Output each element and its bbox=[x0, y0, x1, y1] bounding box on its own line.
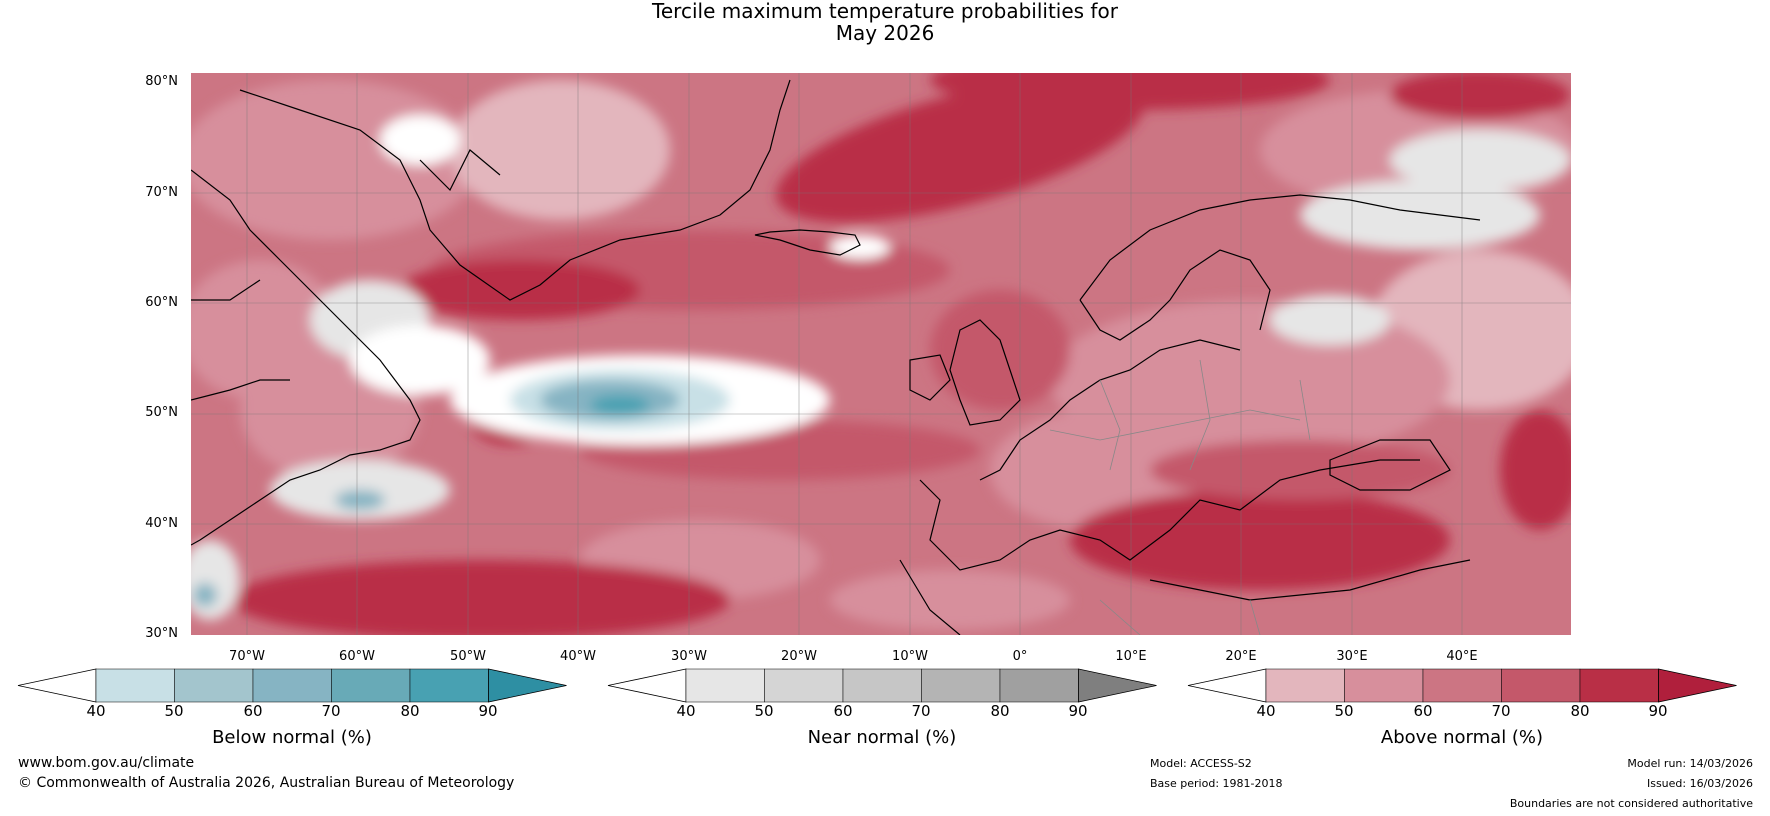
colorbar-above-segment bbox=[1265, 668, 1345, 703]
lat-label: 30°N bbox=[145, 626, 178, 641]
footer-base-period: Base period: 1981-2018 bbox=[1150, 777, 1283, 790]
colorbar-above-segment bbox=[1579, 668, 1659, 703]
colorbar-near-over-triangle bbox=[1078, 668, 1157, 703]
colorbar-near-segment bbox=[685, 668, 765, 703]
lat-label: 70°N bbox=[145, 185, 178, 200]
lon-label: 10°E bbox=[1115, 649, 1147, 664]
footer-url: www.bom.gov.au/climate bbox=[18, 755, 195, 771]
colorbar-near-tick: 70 bbox=[911, 702, 931, 720]
footer-copyright: © Commonwealth of Australia 2026, Austra… bbox=[18, 775, 515, 791]
colorbar-near-under-triangle bbox=[607, 668, 687, 703]
lon-label: 60°W bbox=[339, 649, 375, 664]
colorbar-above-tick: 70 bbox=[1491, 702, 1511, 720]
colorbar-near-tick: 90 bbox=[1068, 702, 1088, 720]
colorbar-below-tick: 70 bbox=[321, 702, 341, 720]
lon-label: 0° bbox=[1012, 649, 1028, 664]
colorbar-near-tick: 60 bbox=[833, 702, 853, 720]
lon-label: 40°W bbox=[560, 649, 596, 664]
colorbar-below-under-triangle bbox=[17, 668, 97, 703]
colorbar-above-tick: 50 bbox=[1334, 702, 1354, 720]
map-title-line1: Tercile maximum temperature probabilitie… bbox=[652, 0, 1118, 23]
lon-label: 20°E bbox=[1225, 649, 1257, 664]
lon-label: 70°W bbox=[229, 649, 265, 664]
footer-issued: Issued: 16/03/2026 bbox=[1646, 777, 1753, 790]
lat-label: 60°N bbox=[145, 295, 178, 310]
colorbar-above-tick: 90 bbox=[1648, 702, 1668, 720]
colorbar-below-label: Below normal (%) bbox=[212, 727, 372, 748]
colorbar-below-segment bbox=[409, 668, 489, 703]
lon-label: 10°W bbox=[892, 649, 928, 664]
colorbar-near-tick: 40 bbox=[676, 702, 696, 720]
footer-model: Model: ACCESS-S2 bbox=[1150, 757, 1252, 770]
colorbar-below-segment bbox=[95, 668, 175, 703]
graticule bbox=[191, 73, 1571, 635]
colorbar-above-label: Above normal (%) bbox=[1380, 727, 1544, 748]
colorbar-above-segment bbox=[1344, 668, 1424, 703]
colorbar-above-tick: 40 bbox=[1256, 702, 1276, 720]
colorbar-below-tick: 80 bbox=[400, 702, 420, 720]
lon-label: 30°W bbox=[671, 649, 707, 664]
lat-label: 80°N bbox=[145, 74, 178, 89]
colorbar-above-under-triangle bbox=[1187, 668, 1267, 703]
colorbar-below-over-triangle bbox=[488, 668, 567, 703]
colorbar-near-label: Near normal (%) bbox=[807, 727, 957, 748]
colorbar-above-over-triangle bbox=[1658, 668, 1737, 703]
colorbar-above-segment bbox=[1501, 668, 1581, 703]
colorbar-below-segment bbox=[331, 668, 411, 703]
colorbar-above-tick: 60 bbox=[1413, 702, 1433, 720]
lat-label: 50°N bbox=[145, 405, 178, 420]
colorbar-near-segment bbox=[999, 668, 1079, 703]
map-title-line2: May 2026 bbox=[835, 21, 935, 45]
colorbar-near-tick: 80 bbox=[990, 702, 1010, 720]
colorbar-below-segment bbox=[174, 668, 254, 703]
colorbar-near-segment bbox=[764, 668, 844, 703]
colorbars bbox=[17, 668, 1737, 703]
colorbar-below-tick: 90 bbox=[478, 702, 498, 720]
coastlines bbox=[191, 79, 1481, 635]
colorbar-below-tick: 50 bbox=[164, 702, 184, 720]
colorbar-near-segment bbox=[921, 668, 1001, 703]
colorbar-below-segment bbox=[252, 668, 332, 703]
lon-label: 20°W bbox=[781, 649, 817, 664]
colorbar-near-tick: 50 bbox=[754, 702, 774, 720]
lon-label: 40°E bbox=[1446, 649, 1478, 664]
colorbar-above-segment bbox=[1422, 668, 1502, 703]
lon-label: 30°E bbox=[1336, 649, 1368, 664]
colorbar-near-segment bbox=[842, 668, 922, 703]
colorbar-above-tick: 80 bbox=[1570, 702, 1590, 720]
lon-label: 50°W bbox=[450, 649, 486, 664]
footer-disclaimer: Boundaries are not considered authoritat… bbox=[1509, 797, 1753, 810]
country-borders bbox=[1049, 359, 1311, 635]
colorbar-below-tick: 60 bbox=[243, 702, 263, 720]
colorbar-below-tick: 40 bbox=[86, 702, 106, 720]
map-field bbox=[191, 73, 1571, 635]
lat-label: 40°N bbox=[145, 516, 178, 531]
footer-model-run: Model run: 14/03/2026 bbox=[1627, 757, 1753, 770]
